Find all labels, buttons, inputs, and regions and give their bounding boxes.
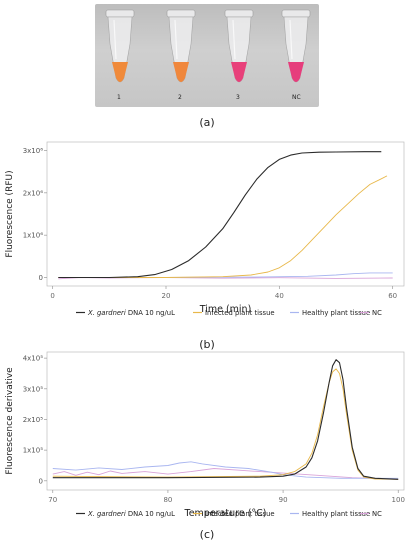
y-tick-label: 2x10⁶: [23, 189, 44, 197]
tube-4: [281, 9, 311, 83]
legend-item-4: NC: [360, 510, 382, 518]
legend-label: NC: [372, 309, 382, 317]
legend-label: NC: [372, 510, 382, 518]
x-tick-label: 90: [279, 496, 288, 504]
legend-label: Infected plant tissue: [205, 309, 275, 317]
x-axis-label: Temperature (°C): [184, 508, 267, 519]
panel-a-label: (a): [199, 116, 215, 129]
tube-liquid: [112, 62, 128, 82]
panel-b-label: (b): [199, 338, 215, 351]
tube-label-2: 2: [178, 94, 182, 101]
tube-label-nc: NC: [292, 94, 301, 101]
series-line-3: [52, 461, 399, 479]
series-line-1: [58, 151, 382, 279]
plot-frame: [46, 351, 405, 491]
x-axis-label: Time (min): [199, 304, 252, 315]
y-axis-label: Fluorescence (RFU): [5, 170, 15, 257]
legend-label: X. gardneri DNA 10 ng/uL: [87, 510, 175, 518]
x-tick-label: 20: [162, 292, 171, 300]
y-tick-label: 3x10⁵: [23, 385, 44, 393]
x-tick-label: 60: [388, 292, 397, 300]
legend-item-2: Infected plant tissue: [193, 510, 275, 518]
amplification-chart: 0 20 40 60 0 1x10⁶ 2x10⁶ 3x10⁶ Time (min) Fluores…: [5, 141, 405, 317]
panel-c-label: (c): [199, 528, 215, 541]
legend-item-4: NC: [360, 309, 382, 317]
y-tick-label: 4x10⁵: [23, 355, 44, 363]
x-tick-label: 0: [50, 292, 54, 300]
y-tick-label: 2x10⁵: [23, 416, 44, 424]
series-line-2: [52, 368, 399, 480]
legend-item-1: X. gardneri DNA 10 ng/uL: [76, 309, 175, 317]
melt-curve-chart: 70 80 90 100 0 1x10⁵ 2x10⁵ 3x10⁵ 4x10⁵ Temperatur…: [5, 351, 405, 519]
x-tick-label: 70: [48, 496, 57, 504]
tube-liquid: [173, 62, 189, 82]
legend-label: Infected plant tissue: [205, 510, 275, 518]
tube-liquid: [288, 62, 304, 82]
y-tick-label: 1x10⁵: [23, 447, 44, 455]
tubes-illustration: [105, 9, 311, 83]
y-tick-label: 0: [39, 477, 43, 485]
x-tick-label: 100: [392, 496, 405, 504]
series-line-2: [58, 175, 388, 278]
tube-3: [224, 9, 254, 83]
tubes-photo: 1 2 3 NC: [95, 4, 319, 107]
legend-item-3: Healthy plant tissue: [290, 510, 370, 518]
series-line-1: [52, 359, 399, 480]
y-tick-label: 0: [39, 274, 43, 282]
plot-frame: [46, 141, 405, 287]
tube-label-1: 1: [117, 94, 121, 101]
legend-item-2: Infected plant tissue: [193, 309, 275, 317]
legend-item-3: Healthy plant tissue: [290, 309, 370, 317]
legend-label: X. gardneri DNA 10 ng/uL: [87, 309, 175, 317]
tube-1: [105, 9, 135, 83]
y-tick-label: 1x10⁶: [23, 232, 44, 240]
tube-liquid: [231, 62, 247, 82]
x-tick-label: 40: [275, 292, 284, 300]
tube-2: [166, 9, 196, 83]
y-tick-label: 3x10⁶: [23, 147, 44, 155]
legend-item-1: X. gardneri DNA 10 ng/uL: [76, 510, 175, 518]
legend-label: Healthy plant tissue: [302, 510, 370, 518]
x-tick-label: 80: [163, 496, 172, 504]
legend-label: Healthy plant tissue: [302, 309, 370, 317]
y-axis-label: Fluorescence derivative: [5, 367, 15, 475]
tube-label-3: 3: [236, 94, 240, 101]
